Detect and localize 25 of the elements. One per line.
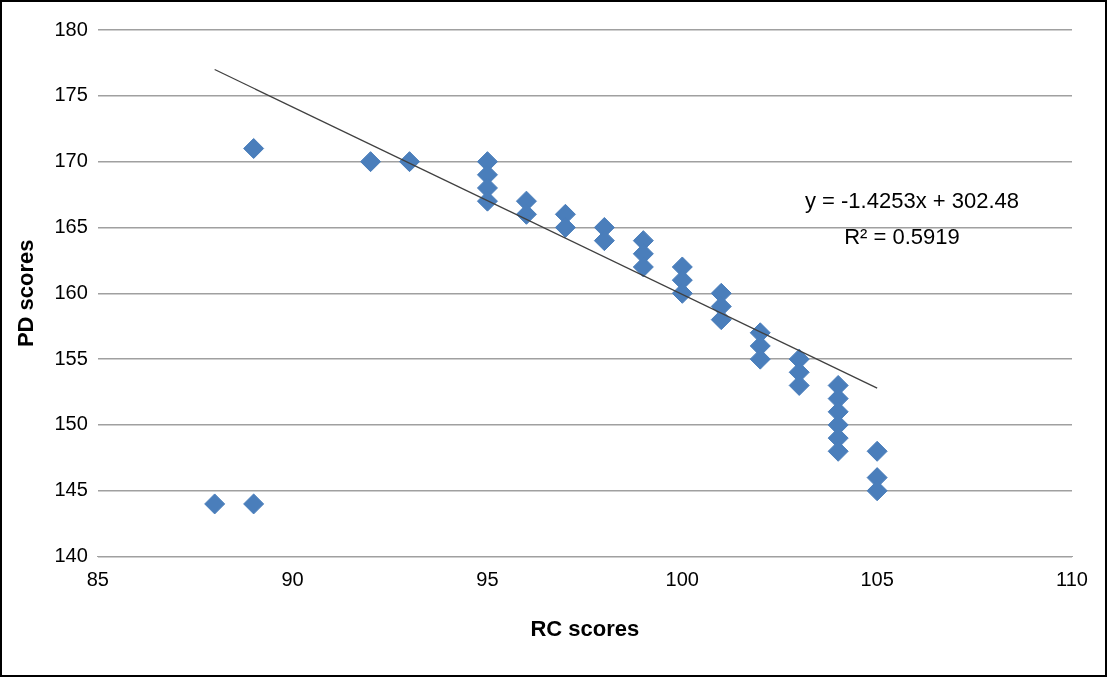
- x-axis-title: RC scores: [530, 615, 640, 641]
- y-tick-label: 165: [54, 214, 88, 237]
- x-tick-label: 100: [665, 568, 699, 591]
- annotation: y = -1.4253x + 302.48: [804, 188, 1020, 213]
- point: [360, 151, 382, 173]
- x-tick-label: 110: [1056, 568, 1088, 591]
- x-tick-label: 85: [86, 568, 109, 591]
- y-axis-title: PD scores: [13, 239, 39, 348]
- y-tick-label: 175: [54, 83, 88, 106]
- point: [399, 151, 421, 173]
- y-tick-label: 170: [54, 149, 88, 172]
- point: [866, 440, 888, 462]
- x-tick-label: 90: [281, 568, 304, 591]
- x-tick-label: 95: [476, 568, 499, 591]
- x-tick-label: 105: [860, 568, 894, 591]
- y-tick-label: 145: [54, 478, 88, 501]
- point: [243, 493, 265, 515]
- annotation: R² = 0.5919: [844, 224, 960, 249]
- point: [204, 493, 226, 515]
- y-tick-label: 160: [54, 280, 88, 303]
- point: [243, 137, 265, 159]
- y-tick-label: 180: [54, 17, 88, 40]
- y-tick-label: 150: [54, 412, 88, 435]
- y-tick-label: 140: [54, 544, 88, 567]
- y-tick-label: 155: [54, 346, 88, 369]
